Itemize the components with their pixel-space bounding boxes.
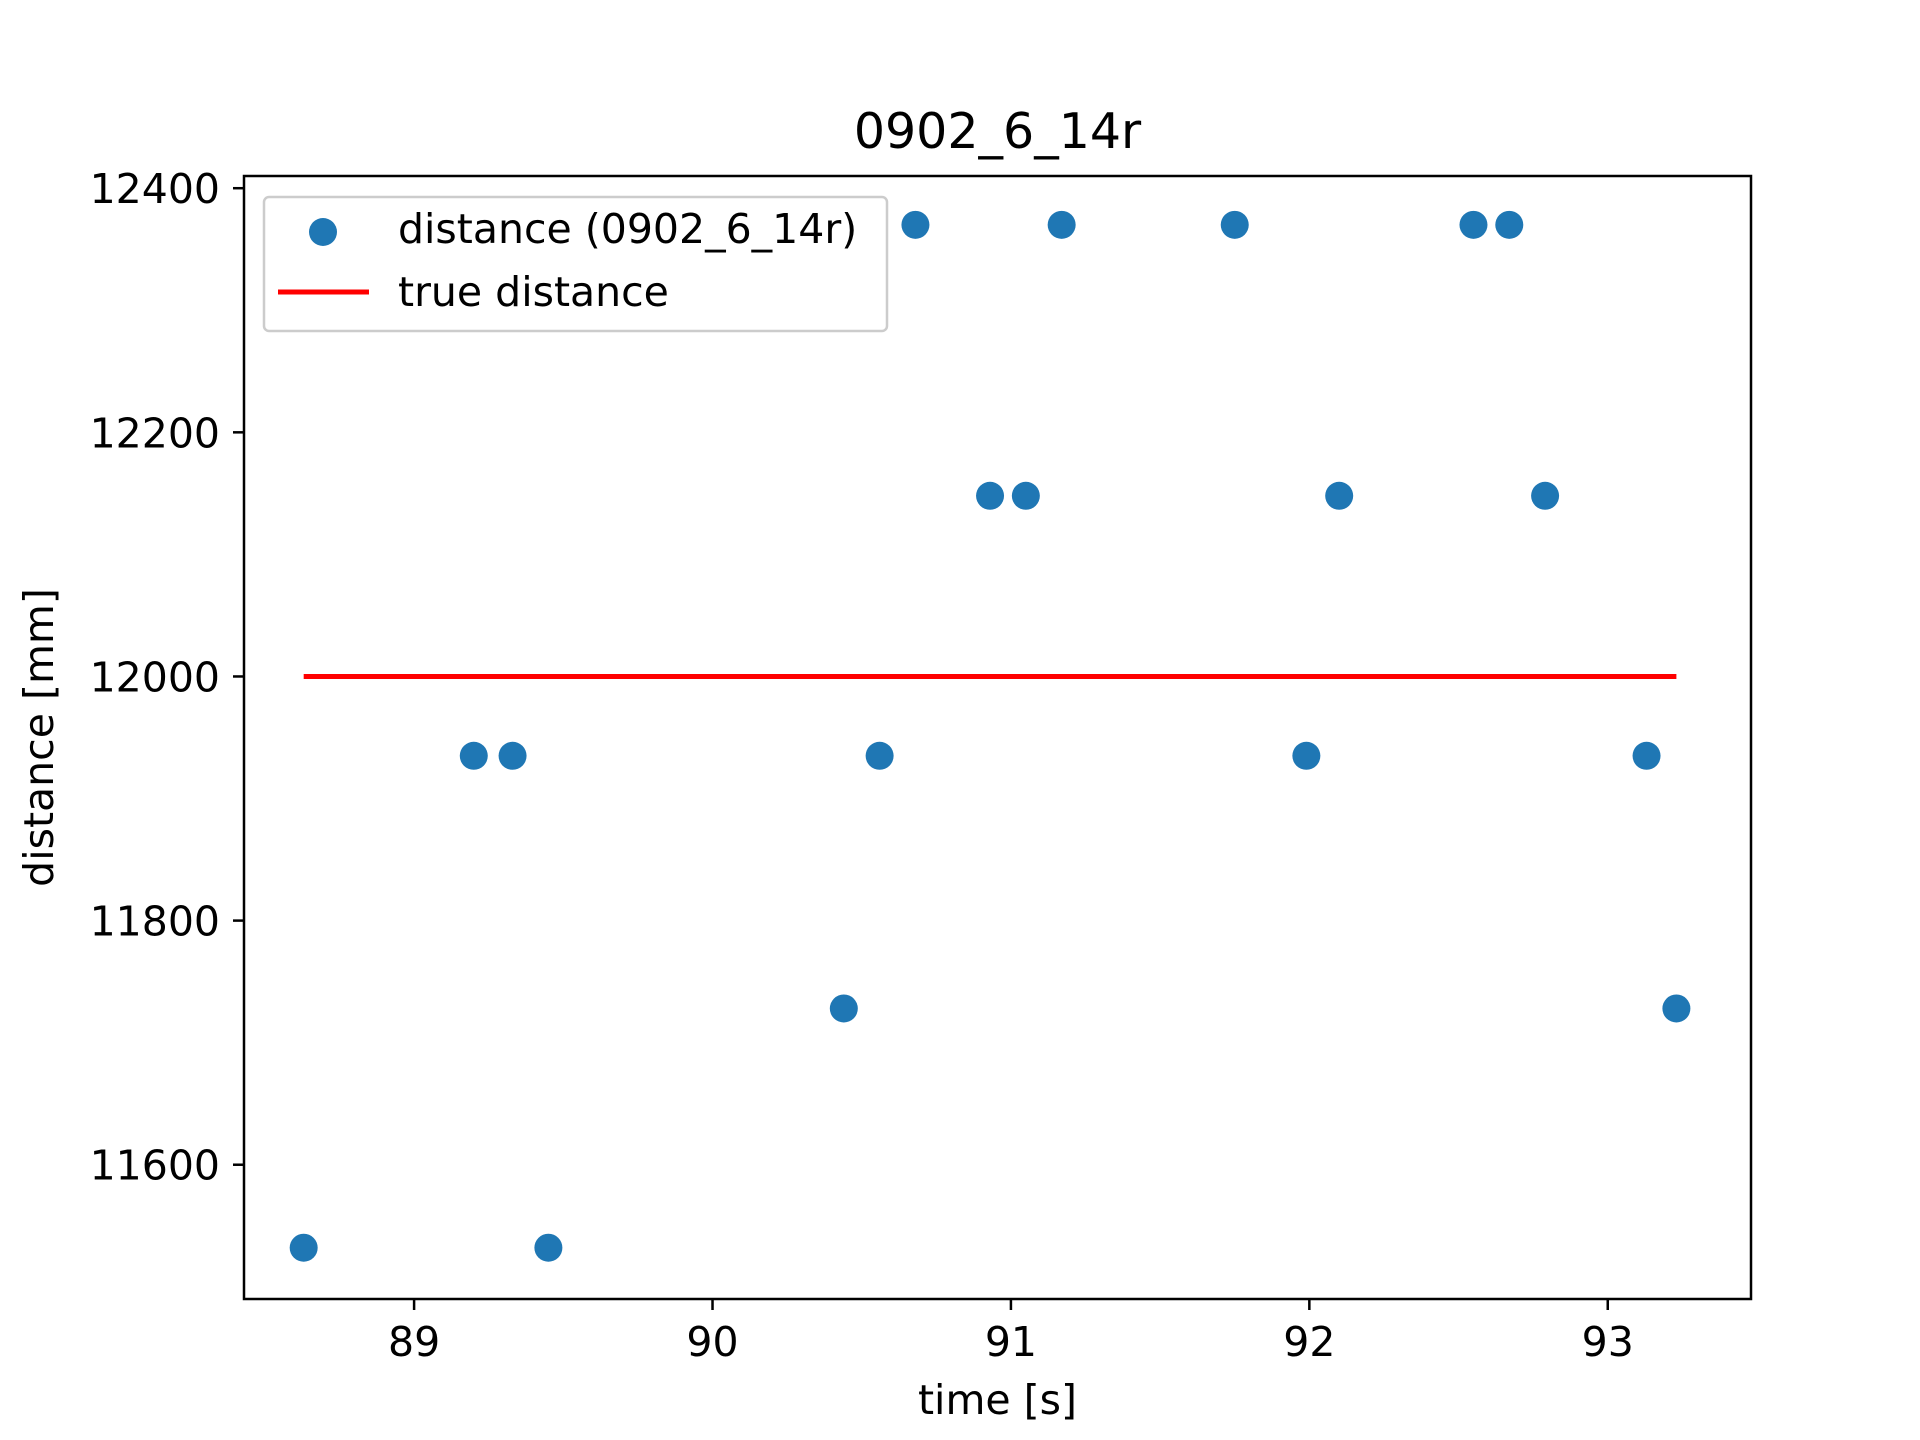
scatter-point bbox=[534, 1233, 563, 1262]
x-tick-label: 93 bbox=[1582, 1318, 1634, 1366]
scatter-point bbox=[1220, 210, 1249, 239]
y-tick-label: 11600 bbox=[90, 1142, 220, 1190]
y-tick-label: 12000 bbox=[90, 653, 220, 701]
y-tick-label: 11800 bbox=[90, 898, 220, 946]
scatter-point bbox=[1292, 741, 1321, 770]
y-axis-label: distance [mm] bbox=[15, 588, 63, 887]
scatter-point bbox=[1495, 210, 1524, 239]
scatter-point bbox=[498, 741, 527, 770]
plot-marks bbox=[289, 210, 1691, 1262]
scatter-point bbox=[1047, 210, 1076, 239]
scatter-point bbox=[901, 210, 930, 239]
plot-frame bbox=[242, 174, 1753, 1301]
scatter-point bbox=[829, 994, 858, 1023]
x-axis-label: time [s] bbox=[918, 1376, 1077, 1424]
x-tick-label: 92 bbox=[1283, 1318, 1335, 1366]
y-tick-label: 12200 bbox=[90, 409, 220, 457]
x-axis: 89 90 91 92 93 bbox=[388, 1299, 1634, 1366]
scatter-point bbox=[1325, 481, 1354, 510]
scatter-point bbox=[1459, 210, 1488, 239]
x-tick-label: 90 bbox=[686, 1318, 738, 1366]
legend: distance (0902_6_14r) true distance bbox=[262, 195, 889, 333]
legend-box bbox=[262, 195, 889, 333]
chart-title: 0902_6_14r bbox=[854, 103, 1142, 160]
y-axis: 11600 11800 12000 12200 12400 bbox=[90, 165, 244, 1190]
scatter-point bbox=[1662, 994, 1691, 1023]
scatter-point bbox=[1011, 481, 1040, 510]
x-tick-label: 91 bbox=[985, 1318, 1037, 1366]
scatter-point bbox=[1632, 741, 1661, 770]
scatter-point bbox=[1531, 481, 1560, 510]
y-tick-label: 12400 bbox=[90, 165, 220, 213]
scatter-point bbox=[459, 741, 488, 770]
legend-label-true-distance: true distance bbox=[398, 268, 669, 316]
x-tick-label: 89 bbox=[388, 1318, 440, 1366]
legend-label-distance: distance (0902_6_14r) bbox=[398, 205, 857, 253]
legend-scatter-marker bbox=[309, 218, 337, 246]
scatter-point bbox=[865, 741, 894, 770]
scatter-point bbox=[976, 481, 1005, 510]
scatter-point bbox=[289, 1233, 318, 1262]
